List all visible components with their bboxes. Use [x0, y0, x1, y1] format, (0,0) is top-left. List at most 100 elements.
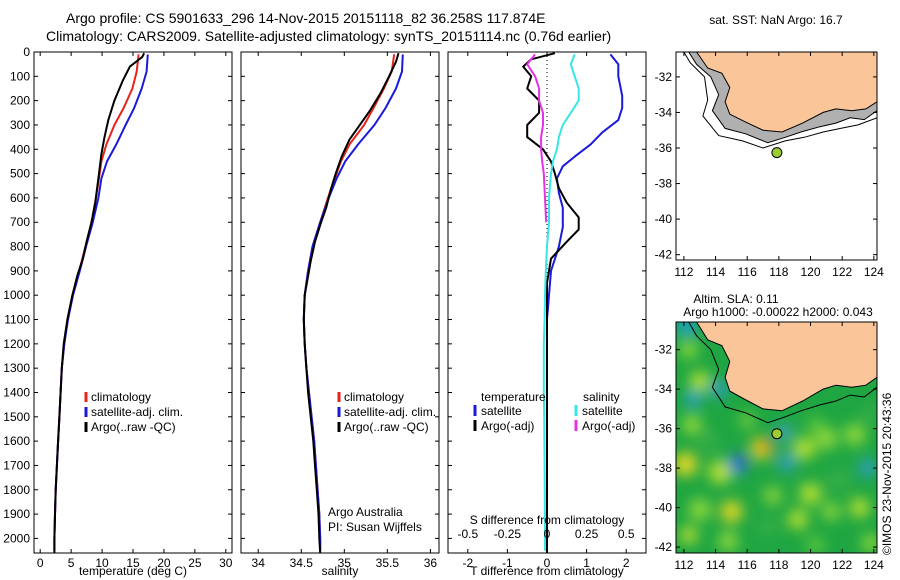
isobath-line — [688, 52, 877, 144]
annotation-line2: PI: Susan Wijffels — [328, 520, 422, 534]
legend-label: satellite — [582, 404, 623, 418]
sla-blob — [681, 414, 702, 435]
plot-frame — [240, 51, 440, 554]
y-tick-label: 300 — [10, 118, 30, 132]
x-axis-label: T difference from climatology — [470, 564, 624, 578]
y-tick-label: -36 — [655, 141, 673, 155]
y-tick-label: -34 — [655, 105, 673, 119]
x-tick-label: 122 — [832, 558, 852, 572]
x-tick-label: 30 — [219, 556, 233, 570]
sla-blob — [799, 482, 822, 505]
y-tick-label: 0 — [23, 45, 30, 59]
legend-label: climatology — [91, 390, 151, 404]
legend-label: Argo(-adj) — [481, 419, 534, 433]
secondary-tick-label: 0.5 — [618, 527, 635, 541]
x-axis-label: salinity — [322, 564, 359, 578]
sla-blob — [807, 416, 824, 433]
argo-float-marker — [771, 428, 783, 440]
legend-label: climatology — [344, 390, 404, 404]
sla-blob — [720, 500, 743, 523]
x-tick-label: 122 — [832, 265, 852, 279]
x-tick-label: 0 — [544, 556, 551, 570]
x-tick-label: 124 — [864, 558, 884, 572]
y-tick-label: 800 — [10, 240, 30, 254]
map-frame — [675, 321, 878, 554]
y-tick-label: -32 — [655, 343, 673, 357]
y-tick-label: 700 — [10, 215, 30, 229]
sla-blob — [679, 526, 698, 545]
sla-blob — [676, 452, 698, 477]
sla-blob — [843, 423, 866, 446]
y-tick-label: -36 — [655, 422, 673, 436]
y-tick-label: 1200 — [3, 337, 30, 351]
x-tick-label: 35 — [338, 556, 352, 570]
y-tick-label: 1600 — [3, 434, 30, 448]
series-line-2 — [542, 54, 580, 551]
legend-label: satellite-adj. clim. — [91, 405, 183, 419]
sla-blob — [677, 322, 698, 336]
secondary-tick-label: -0.25 — [494, 527, 522, 541]
map-frame — [675, 51, 878, 261]
sla-blob — [708, 460, 733, 485]
sla-blob — [806, 536, 825, 553]
plot-frame — [33, 51, 233, 554]
y-tick-label: 600 — [10, 191, 30, 205]
map-content — [676, 322, 877, 553]
sla-blob — [777, 453, 796, 472]
secondary-tick-label: 0.25 — [575, 527, 599, 541]
x-tick-label: 0 — [37, 556, 44, 570]
panel-sst_map: sat. SST: NaN Argo: 16.7 112 114 116 118 120 1… — [655, 13, 885, 279]
x-tick-label: 112 — [674, 558, 693, 572]
sla-blob — [787, 509, 808, 530]
y-tick-label: 200 — [10, 94, 30, 108]
sla-blob — [688, 498, 711, 521]
y-tick-label: 1300 — [3, 361, 30, 375]
sla-blob — [709, 380, 728, 399]
sla-blob — [861, 534, 877, 553]
y-tick-label: 2000 — [3, 531, 30, 545]
sla-blob — [700, 431, 719, 450]
x-tick-label: 25 — [188, 556, 202, 570]
sla-blob — [679, 340, 698, 359]
y-tick-label: -34 — [655, 382, 673, 396]
x-tick-label: 1 — [583, 556, 590, 570]
x-tick-label: 118 — [769, 558, 788, 572]
sla-blob — [763, 486, 782, 505]
sla-blob — [689, 371, 710, 392]
sla-blob — [718, 531, 739, 552]
sla-blob — [685, 391, 702, 407]
x-tick-label: 116 — [738, 558, 757, 572]
y-tick-label: -40 — [655, 501, 673, 515]
panel-difference: -2 -1 0 1 2T difference from climatology -0.5… — [447, 51, 647, 578]
x-tick-label: 10 — [95, 556, 109, 570]
x-tick-label: 114 — [706, 265, 725, 279]
y-tick-label: 900 — [10, 264, 30, 278]
x-tick-label: 116 — [738, 265, 757, 279]
y-tick-label: 1700 — [3, 458, 30, 472]
x-tick-label: 34.5 — [290, 556, 314, 570]
y-tick-label: 1400 — [3, 385, 30, 399]
y-tick-label: -40 — [655, 212, 673, 226]
sla-blob — [858, 459, 877, 478]
y-tick-label: 1800 — [3, 483, 30, 497]
x-tick-label: -1 — [502, 556, 513, 570]
sla-blob — [740, 413, 755, 428]
panel-temperature: 0 5 10 15 20 25 300100200300400500600700800900… — [3, 45, 233, 578]
x-tick-label: -2 — [462, 556, 473, 570]
sla-blob — [849, 497, 870, 518]
x-tick-label: 20 — [157, 556, 171, 570]
sla-field — [676, 322, 877, 553]
figure-title-line1: Argo profile: CS 5901633_296 14-Nov-2015… — [66, 10, 546, 26]
y-tick-label: -38 — [655, 461, 673, 475]
x-tick-label: 118 — [769, 265, 788, 279]
landmass — [696, 322, 877, 412]
y-tick-label: -42 — [655, 248, 673, 262]
secondary-tick-label: 0 — [544, 527, 551, 541]
x-tick-label: 112 — [674, 265, 693, 279]
sla-blob — [822, 502, 841, 521]
series-line-2 — [53, 52, 145, 553]
legend-heading: temperature — [481, 390, 546, 404]
y-tick-label: -32 — [655, 70, 673, 84]
x-tick-label: 120 — [801, 558, 821, 572]
